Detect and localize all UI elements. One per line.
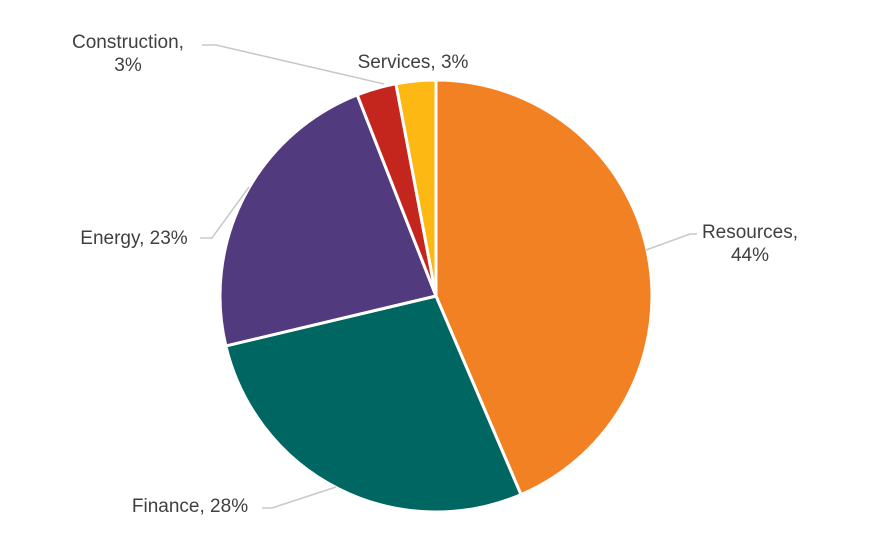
data-label-energy: Energy, 23%: [80, 228, 187, 249]
leader-lines: [200, 44, 697, 509]
pie-slices: [218, 78, 654, 514]
data-label-construction: Construction, 3%: [72, 32, 184, 76]
data-label-finance: Finance, 28%: [132, 496, 248, 517]
pie-slice-finance: [224, 294, 523, 514]
leader-line-finance: [262, 486, 337, 509]
leader-line-construction: [202, 44, 385, 85]
data-labels: Resources, 44% Finance, 28% Energy, 23% Cons…: [72, 32, 798, 517]
leader-line-resources: [645, 233, 697, 251]
pie-slice-services: [394, 78, 438, 298]
data-label-resources: Resources, 44%: [702, 222, 798, 266]
pie-slice-energy: [218, 93, 438, 348]
pie-slice-resources: [434, 78, 654, 497]
data-label-services: Services, 3%: [358, 52, 469, 73]
leader-line-energy: [200, 186, 250, 239]
